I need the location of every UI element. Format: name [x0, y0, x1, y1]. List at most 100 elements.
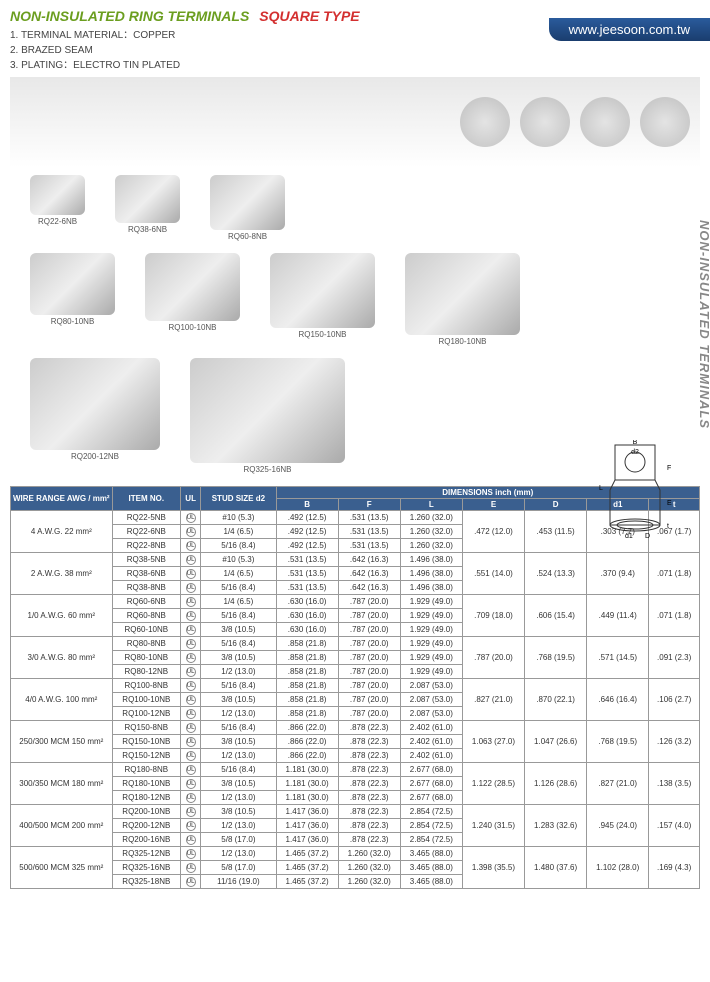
dim-cell: 3/8 (10.5) — [201, 777, 276, 791]
ul-icon: UL — [186, 835, 196, 845]
ul-icon: UL — [186, 527, 196, 537]
dim-group-cell: .449 (11.4) — [587, 595, 649, 637]
ul-icon: UL — [186, 863, 196, 873]
dimensions-table: WIRE RANGE AWG / mm² ITEM NO. UL STUD SI… — [10, 486, 700, 889]
dim-cell: .787 (20.0) — [338, 637, 400, 651]
dim-cell: 1.260 (32.0) — [400, 511, 462, 525]
ul-cell: UL — [181, 735, 201, 749]
dim-cell: .878 (22.3) — [338, 777, 400, 791]
dim-cell: .787 (20.0) — [338, 693, 400, 707]
dim-cell: 5/16 (8.4) — [201, 609, 276, 623]
item-cell: RQ100-8NB — [112, 679, 180, 693]
dim-cell: .858 (21.8) — [276, 651, 338, 665]
dim-group-cell: .472 (12.0) — [462, 511, 524, 553]
item-cell: RQ325-18NB — [112, 875, 180, 889]
svg-text:d2: d2 — [631, 449, 639, 456]
hero-product — [580, 97, 630, 147]
product-gallery: RQ22-6NB RQ38-6NB RQ60-8NB RQ80-10NB RQ1… — [10, 175, 700, 474]
dim-cell: 1.929 (49.0) — [400, 623, 462, 637]
dim-group-cell: .870 (22.1) — [525, 679, 587, 721]
product-image — [30, 253, 115, 315]
ul-icon: UL — [186, 653, 196, 663]
dim-cell: 1.465 (37.2) — [276, 847, 338, 861]
ul-cell: UL — [181, 763, 201, 777]
ul-cell: UL — [181, 721, 201, 735]
product-label: RQ60-8NB — [210, 232, 285, 241]
product-label: RQ22-6NB — [30, 217, 85, 226]
dim-cell: 3/8 (10.5) — [201, 651, 276, 665]
product-image — [30, 358, 160, 450]
dim-cell: .531 (13.5) — [276, 567, 338, 581]
item-cell: RQ80-8NB — [112, 637, 180, 651]
svg-text:E: E — [667, 500, 672, 507]
ul-cell: UL — [181, 861, 201, 875]
ul-icon: UL — [186, 667, 196, 677]
ul-cell: UL — [181, 805, 201, 819]
ul-cell: UL — [181, 553, 201, 567]
dim-cell: 1.260 (32.0) — [400, 539, 462, 553]
page-title-left: NON-INSULATED RING TERMINALS — [10, 8, 249, 24]
item-cell: RQ22-6NB — [112, 525, 180, 539]
dim-cell: 5/16 (8.4) — [201, 679, 276, 693]
hero-product — [520, 97, 570, 147]
item-cell: RQ38-8NB — [112, 581, 180, 595]
dim-group-cell: 1.240 (31.5) — [462, 805, 524, 847]
dim-group-cell: .551 (14.0) — [462, 553, 524, 595]
product-image — [190, 358, 345, 463]
dim-group-cell: .571 (14.5) — [587, 637, 649, 679]
dim-group-cell: .827 (21.0) — [462, 679, 524, 721]
item-cell: RQ150-8NB — [112, 721, 180, 735]
dim-group-cell: .071 (1.8) — [649, 553, 700, 595]
dim-cell: 5/16 (8.4) — [201, 539, 276, 553]
dim-cell: 5/16 (8.4) — [201, 763, 276, 777]
ul-cell: UL — [181, 511, 201, 525]
dim-cell: 1.929 (49.0) — [400, 609, 462, 623]
dim-cell: .642 (16.3) — [338, 553, 400, 567]
dim-cell: 2.677 (68.0) — [400, 791, 462, 805]
dim-group-cell: 1.122 (28.5) — [462, 763, 524, 805]
dim-cell: 2.677 (68.0) — [400, 777, 462, 791]
dim-group-cell: .106 (2.7) — [649, 679, 700, 721]
dim-cell: 3.465 (88.0) — [400, 847, 462, 861]
spec-item: 3. PLATING：ELECTRO TIN PLATED — [10, 58, 700, 73]
dim-cell: 1.496 (38.0) — [400, 581, 462, 595]
dim-cell: 2.854 (72.5) — [400, 819, 462, 833]
dim-cell: .531 (13.5) — [338, 539, 400, 553]
dim-cell: .642 (16.3) — [338, 567, 400, 581]
ul-icon: UL — [186, 583, 196, 593]
dim-cell: 3/8 (10.5) — [201, 623, 276, 637]
wire-cell: 3/0 A.W.G. 80 mm² — [11, 637, 113, 679]
dim-cell: .787 (20.0) — [338, 679, 400, 693]
dim-cell: .787 (20.0) — [338, 651, 400, 665]
ul-cell: UL — [181, 847, 201, 861]
table-row: 250/300 MCM 150 mm²RQ150-8NBUL5/16 (8.4)… — [11, 721, 700, 735]
dim-group-cell: .709 (18.0) — [462, 595, 524, 637]
product-image — [405, 253, 520, 335]
item-cell: RQ200-10NB — [112, 805, 180, 819]
product-label: RQ100-10NB — [145, 323, 240, 332]
dim-cell: 2.087 (53.0) — [400, 707, 462, 721]
ul-cell: UL — [181, 707, 201, 721]
col-wire: WIRE RANGE AWG / mm² — [11, 487, 113, 511]
dim-cell: 1/2 (13.0) — [201, 819, 276, 833]
ul-icon: UL — [186, 737, 196, 747]
dim-group-cell: .453 (11.5) — [525, 511, 587, 553]
dim-cell: .878 (22.3) — [338, 805, 400, 819]
ul-icon: UL — [186, 779, 196, 789]
item-cell: RQ100-10NB — [112, 693, 180, 707]
dim-cell: .787 (20.0) — [338, 595, 400, 609]
dim-group-cell: .945 (24.0) — [587, 805, 649, 847]
ul-cell: UL — [181, 609, 201, 623]
dim-group-cell: .091 (2.3) — [649, 637, 700, 679]
ul-icon: UL — [186, 793, 196, 803]
item-cell: RQ38-5NB — [112, 553, 180, 567]
dim-cell: .878 (22.3) — [338, 763, 400, 777]
dim-cell: .630 (16.0) — [276, 623, 338, 637]
item-cell: RQ150-10NB — [112, 735, 180, 749]
dim-cell: .878 (22.3) — [338, 833, 400, 847]
ul-icon: UL — [186, 709, 196, 719]
dim-cell: .878 (22.3) — [338, 721, 400, 735]
dim-group-cell: 1.398 (35.5) — [462, 847, 524, 889]
page-title-right: SQUARE TYPE — [259, 8, 359, 24]
ul-icon: UL — [186, 569, 196, 579]
